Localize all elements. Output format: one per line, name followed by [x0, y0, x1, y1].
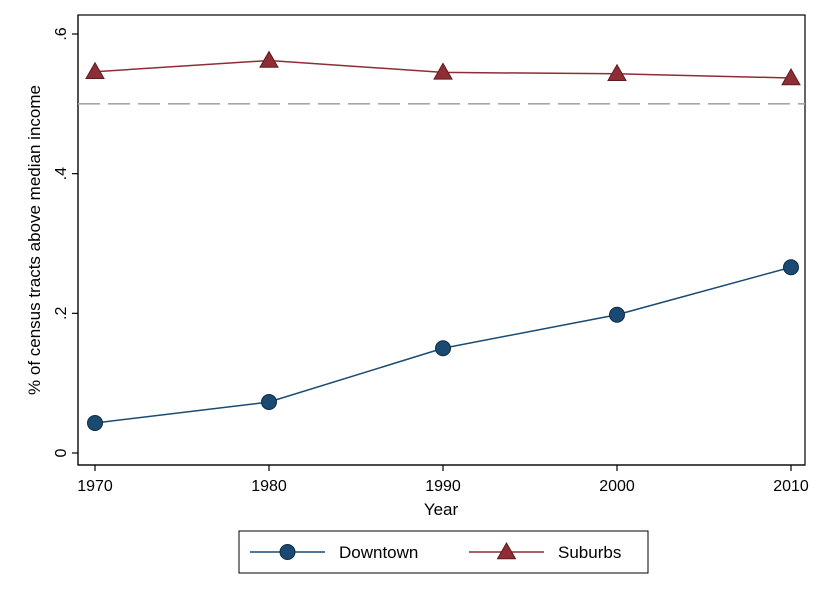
legend-items: Downtown Suburbs [250, 541, 621, 562]
x-axis-title: Year [424, 500, 459, 519]
legend-suburbs-marker [496, 541, 517, 560]
legend-box [238, 530, 649, 574]
y-axis-title: % of census tracts above median income [25, 85, 44, 395]
downtown-data-point [87, 414, 103, 431]
suburbs-data-point [607, 63, 627, 82]
downtown-data-point [261, 394, 277, 411]
x-tick-label: 1980 [251, 478, 287, 495]
downtown-data-point [609, 306, 625, 323]
x-tick-label: 1970 [77, 478, 113, 495]
suburbs-data-point [85, 61, 105, 79]
suburbs-data-point [433, 62, 453, 80]
x-tick-label: 2010 [773, 478, 809, 495]
downtown-data-point [435, 340, 451, 357]
suburbs-data-point [259, 50, 279, 68]
y-tick-label: .6 [53, 27, 70, 40]
suburbs-data-point [781, 67, 801, 86]
legend-downtown-marker [279, 544, 296, 560]
legend-downtown-label: Downtown [339, 543, 418, 562]
downtown-data-point [783, 259, 799, 276]
y-axis-ticks: 0 .2 .4 .6 [53, 27, 78, 457]
legend-suburbs-label: Suburbs [558, 543, 621, 562]
plot-frame [77, 14, 806, 466]
legend: Downtown Suburbs [238, 530, 649, 574]
y-tick-label: .2 [53, 307, 70, 320]
y-tick-label: .4 [53, 167, 70, 180]
x-tick-label: 2000 [599, 478, 635, 495]
series-layer [85, 50, 801, 431]
x-tick-label: 1990 [425, 478, 461, 495]
x-axis-ticks: 1970 1980 1990 2000 2010 [77, 465, 809, 495]
y-tick-label: 0 [53, 448, 70, 457]
